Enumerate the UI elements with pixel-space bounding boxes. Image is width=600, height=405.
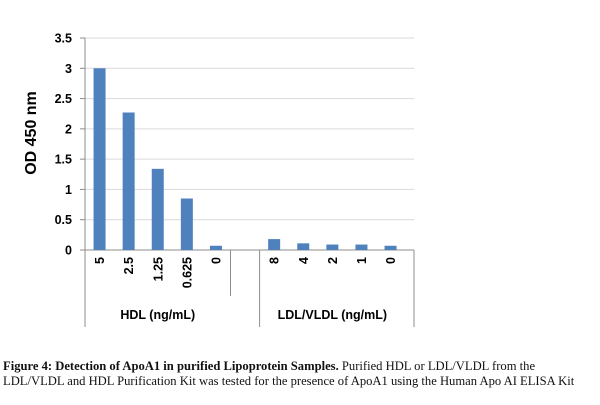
group-labels: HDL (ng/mL) LDL/VLDL (ng/mL) <box>120 308 387 322</box>
bar <box>297 243 310 250</box>
group-label: LDL/VLDL (ng/mL) <box>278 308 387 322</box>
figure-caption: Figure 4: Detection of ApoA1 in purified… <box>3 359 597 389</box>
gridlines <box>85 37 414 221</box>
bars <box>93 68 397 251</box>
bar <box>93 68 106 251</box>
caption-text: Purified HDL or LDL/VLDL from the LDL/VL… <box>3 359 575 388</box>
y-tick-label: 3 <box>65 62 72 76</box>
bar <box>355 244 368 250</box>
y-tick-label: 1.5 <box>55 153 72 167</box>
bar <box>209 245 222 250</box>
group-dividers <box>84 250 415 327</box>
y-tick-labels: 0 0.5 1 1.5 2 2.5 3 3.5 <box>55 32 72 258</box>
caption-bold: Figure 4: Detection of ApoA1 in purified… <box>3 359 339 373</box>
y-tick-label: 2.5 <box>55 92 72 106</box>
x-category-labels: 5 2.5 1.25 0.625 0 8 4 2 1 0 <box>93 257 398 288</box>
bar <box>180 198 193 250</box>
bar <box>268 239 281 250</box>
x-category-label: 5 <box>93 257 107 264</box>
x-category-label: 0 <box>209 257 223 264</box>
x-category-label: 2 <box>326 257 340 264</box>
x-category-label: 0.625 <box>180 257 194 288</box>
group-label: HDL (ng/mL) <box>120 308 195 322</box>
x-category-label: 4 <box>297 257 311 264</box>
x-category-label: 8 <box>268 257 282 264</box>
y-tick-label: 1 <box>65 183 72 197</box>
x-category-label: 0 <box>384 257 398 264</box>
bar <box>122 112 135 250</box>
x-category-label: 2.5 <box>122 257 136 274</box>
x-category-label: 1.25 <box>151 257 165 281</box>
y-tick-label: 3.5 <box>55 32 72 46</box>
bar <box>384 245 397 250</box>
bar <box>151 168 164 250</box>
x-category-label: 1 <box>355 257 369 264</box>
bar <box>326 244 339 250</box>
y-axis-title: OD 450 nm <box>23 91 40 175</box>
y-tick-label: 2 <box>65 122 72 136</box>
y-tick-label: 0.5 <box>55 213 72 227</box>
y-tick-label: 0 <box>65 244 72 258</box>
